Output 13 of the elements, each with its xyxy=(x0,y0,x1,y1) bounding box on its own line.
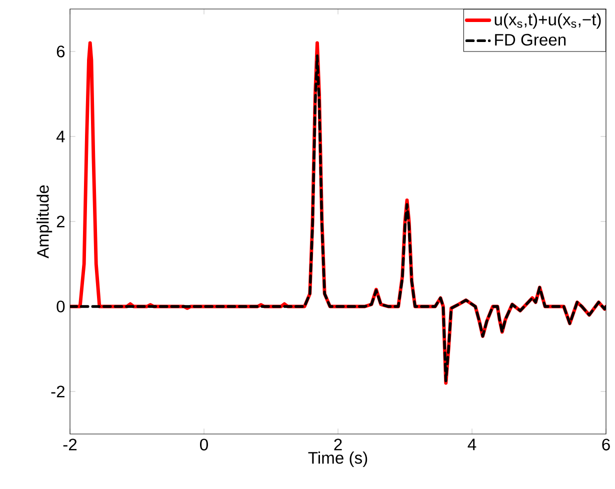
legend-label: u(x$_{s}$,t)+u(x$_{s}$,−t) xyxy=(494,13,601,29)
y-tick-label: 6 xyxy=(56,46,65,58)
y-tick-label: 2 xyxy=(56,216,64,228)
x-axis-title: Time (s) xyxy=(308,452,368,468)
y-tick-label: -2 xyxy=(51,386,64,398)
y-tick-label: 4 xyxy=(56,130,65,142)
x-tick-label: 0 xyxy=(200,438,208,450)
x-tick-label: 2 xyxy=(334,438,342,450)
y-axis-title: Amplitude xyxy=(36,185,52,258)
x-tick-label: 6 xyxy=(602,438,610,450)
legend-label: FD Green xyxy=(495,34,566,46)
y-tick-label: 0 xyxy=(56,300,65,312)
x-tick-label: 4 xyxy=(468,438,476,450)
